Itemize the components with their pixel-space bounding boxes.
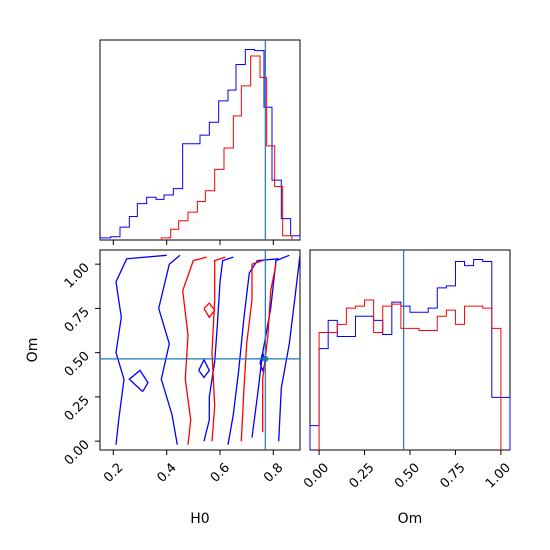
hist-H0-panel [99,39,301,241]
contour-blue [198,358,211,379]
x-tick-label: 0.2 [101,460,126,485]
contour-blue [227,258,279,445]
y-tick-label: 0.75 [62,305,93,336]
contour-red [262,264,277,433]
x-tick-label: 0.50 [392,460,423,491]
contour-red [211,256,226,442]
y-tick-label: 0.25 [62,393,93,424]
x-tick-label: 0.4 [154,460,179,485]
x-tick-label: 0.00 [301,460,332,491]
contour-red [240,259,263,442]
x-tick-label: 0.8 [261,460,286,485]
hist-Om-series-red [318,299,502,450]
hist-Om-frame [309,249,511,451]
hist-H0-series-red [160,55,293,240]
x-tick-label: 0.75 [437,460,468,491]
x-tick-label: 0.6 [208,460,233,485]
contour-lines [115,254,300,445]
contour-frame [99,249,301,451]
contour-blue [251,254,290,438]
contour-xlabel: H0 [190,511,209,527]
hist-Om-xlabel: Om [398,511,423,527]
hist-H0-series-blue [99,49,301,240]
contour-blue [203,256,234,442]
contour-H0-Om-panel [99,249,301,451]
contour-blue [278,255,300,442]
contour-red [182,256,207,445]
hist-H0-frame [99,39,301,241]
y-tick-label: 0.50 [62,349,93,380]
contour-blue [128,369,149,393]
contour-blue [115,254,167,445]
hist-Om-panel [309,249,511,451]
contour-red [203,302,216,319]
x-tick-label: 0.25 [347,460,378,491]
truth-point [262,355,269,362]
x-tick-label: 1.00 [483,460,514,491]
contour-ylabel: Om [25,338,41,363]
hist-Om-series-blue [309,259,511,450]
y-tick-label: 1.00 [62,260,93,291]
y-tick-label: 0.00 [62,437,93,468]
contour-blue [158,254,181,445]
